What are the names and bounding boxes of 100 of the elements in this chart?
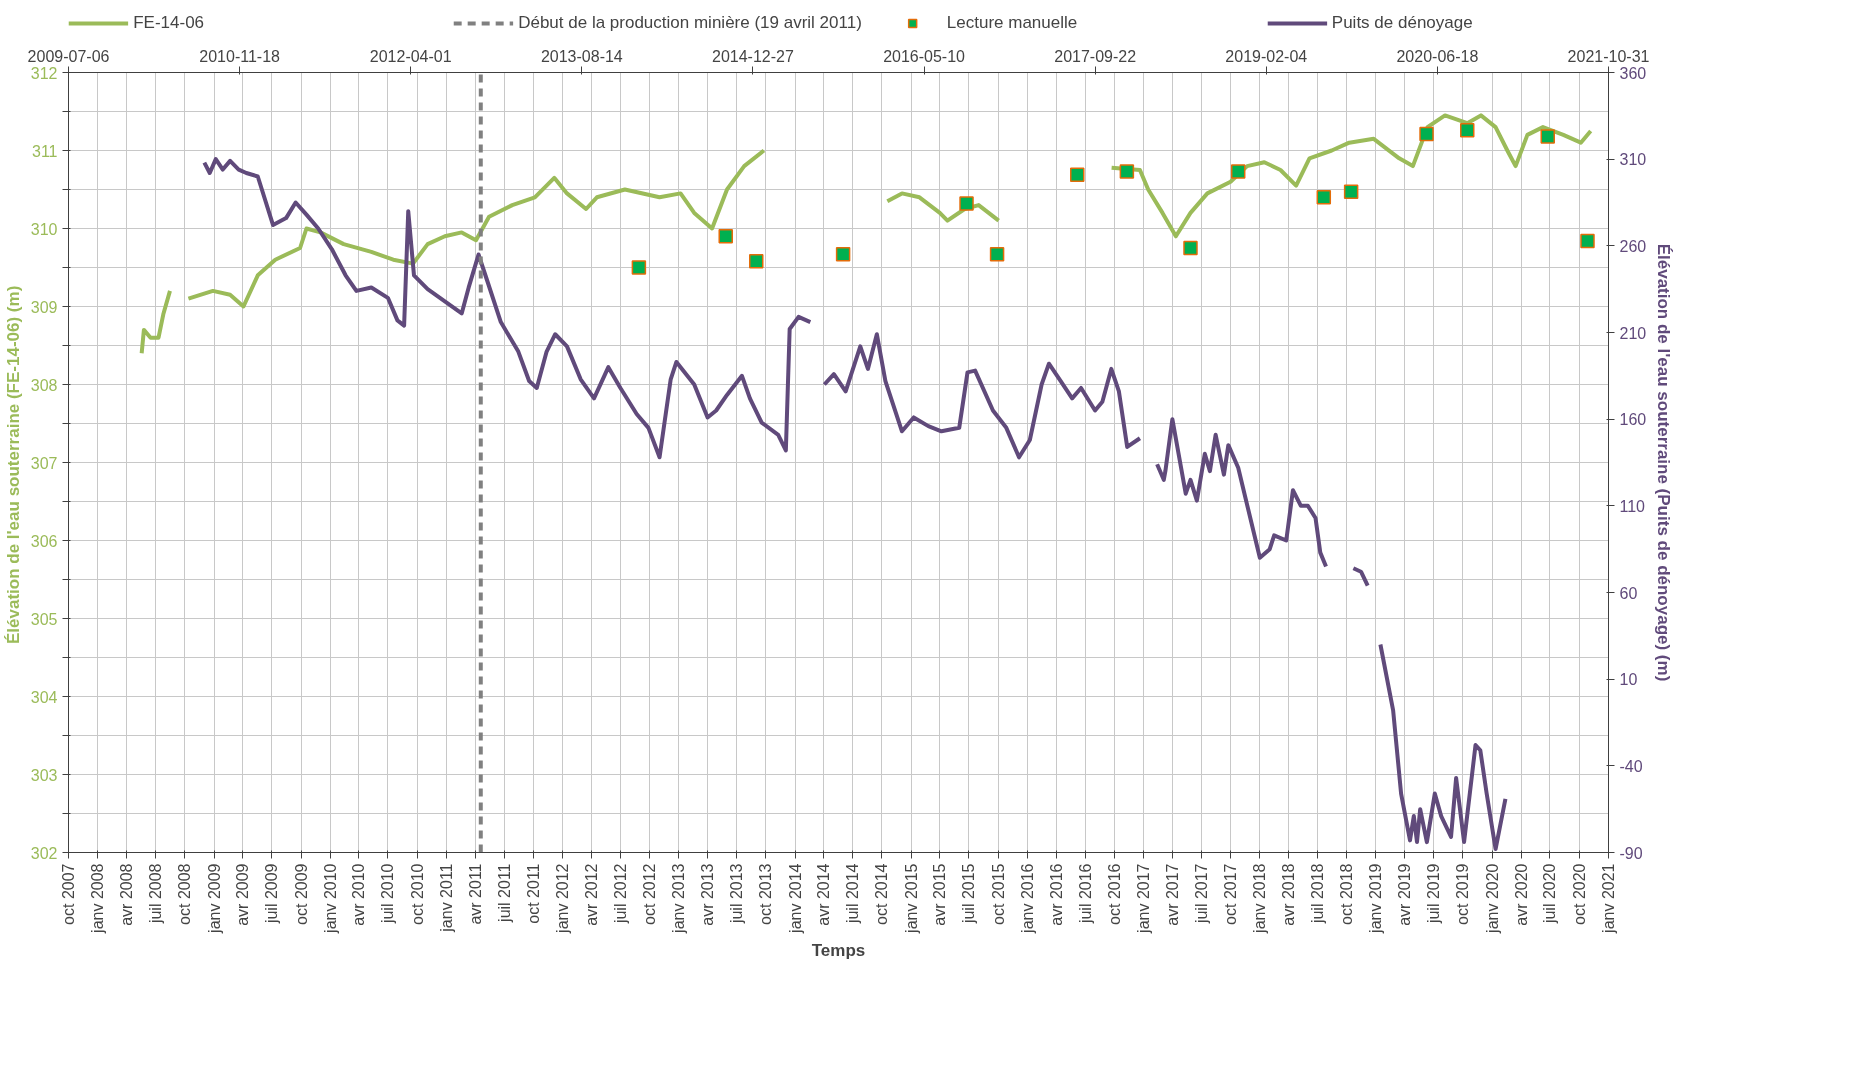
- x-tick-label: oct 2018: [1338, 863, 1356, 925]
- x-tick-label: janv 2014: [786, 863, 804, 934]
- x-tick-label: janv 2021: [1600, 863, 1617, 934]
- x-tick-label: oct 2015: [989, 863, 1007, 925]
- x-tick-label: janv 2018: [1251, 863, 1269, 934]
- x2-tick-label: 2014-12-27: [712, 47, 794, 65]
- y-tick-label: 308: [30, 376, 58, 394]
- x-tick-label: oct 2012: [641, 863, 659, 925]
- y-tick-label: 311: [31, 142, 58, 160]
- y2-tick-label: 260: [1619, 237, 1647, 255]
- x-tick-label: oct 2011: [524, 863, 542, 924]
- x2-tick-label: 2013-08-14: [540, 47, 623, 65]
- x-tick-label: avr 2019: [1396, 863, 1414, 926]
- point: [1119, 164, 1135, 179]
- x-tick-label: avr 2009: [234, 863, 252, 926]
- x-tick-label: avr 2016: [1047, 863, 1065, 926]
- point: [1580, 233, 1595, 249]
- x-tick-label: juil 2017: [1192, 863, 1210, 925]
- x-tick-label: juil 2014: [844, 863, 862, 925]
- x-tick-label: juil 2010: [379, 863, 397, 925]
- y2-tick-label: -90: [1619, 844, 1643, 862]
- x-tick-label: oct 2008: [176, 863, 194, 925]
- y-tick-label: 302: [30, 844, 58, 862]
- x-tick-label: avr 2017: [1163, 863, 1181, 926]
- x2-tick-label: 2021-10-31: [1567, 47, 1650, 65]
- point: [718, 229, 733, 244]
- x-tick-label: oct 2017: [1222, 863, 1240, 925]
- x-tick-label: avr 2011: [466, 863, 484, 925]
- y2-tick-label: 10: [1619, 671, 1638, 689]
- x-tick-label: juil 2013: [728, 863, 746, 925]
- x-tick-label: juil 2019: [1425, 863, 1443, 925]
- x-tick-label: juil 2012: [611, 863, 629, 925]
- x2-tick-label: 2020-06-18: [1396, 47, 1479, 65]
- x-tick-label: avr 2008: [118, 863, 136, 926]
- point: [959, 196, 974, 211]
- y-axis-title: Élévation de l'eau souterraine (FE-14-06) (m): [3, 285, 23, 645]
- y2-axis-title: Élévation de l'eau souterraine (Puits de dénoyage) (m): [1654, 243, 1674, 682]
- point: [1183, 240, 1198, 256]
- x-tick-label: juil 2009: [263, 863, 281, 925]
- x-tick-label: janv 2020: [1483, 863, 1501, 934]
- x-tick-label: oct 2010: [408, 863, 426, 925]
- x-tick-label: janv 2019: [1367, 863, 1385, 934]
- y-tick-label: 309: [30, 298, 58, 316]
- point: [989, 246, 1005, 262]
- y2-tick-label: 360: [1619, 64, 1647, 82]
- y2-tick-label: 160: [1619, 411, 1647, 429]
- point: [1070, 167, 1085, 182]
- y-tick-label: 304: [30, 688, 58, 706]
- x-tick-label: janv 2010: [321, 863, 339, 934]
- point: [749, 254, 764, 269]
- x-tick-label: juil 2011: [495, 863, 513, 923]
- x-tick-label: juil 2020: [1541, 863, 1559, 925]
- x-tick-label: oct 2019: [1454, 863, 1472, 925]
- point: [1343, 184, 1359, 200]
- legend-label: Lecture manuelle: [946, 13, 1079, 33]
- point: [835, 246, 851, 262]
- point: [1316, 190, 1332, 205]
- x-tick-label: avr 2018: [1279, 863, 1297, 926]
- x-tick-label: juil 2016: [1076, 863, 1094, 925]
- x-tick-label: oct 2020: [1570, 863, 1588, 925]
- x2-tick-label: 2012-04-01: [369, 47, 452, 65]
- x-tick-label: janv 2008: [89, 863, 107, 934]
- legend-label: Puits de dénoyage: [1331, 13, 1474, 33]
- x-tick-label: oct 2007: [60, 863, 77, 925]
- x2-tick-label: 2009-07-06: [27, 47, 110, 65]
- x-tick-label: avr 2010: [350, 863, 368, 926]
- y2-tick-label: -40: [1619, 757, 1643, 775]
- x2-tick-label: 2017-09-22: [1054, 47, 1137, 65]
- x-tick-label: avr 2015: [931, 863, 949, 926]
- x2-tick-label: 2016-05-10: [883, 47, 966, 65]
- x-tick-label: juil 2018: [1308, 863, 1326, 925]
- x-tick-label: janv 2011: [437, 863, 455, 933]
- y-tick-label: 303: [30, 766, 58, 784]
- point: [1419, 126, 1434, 142]
- x-tick-label: janv 2015: [902, 863, 920, 934]
- point: [1230, 164, 1246, 179]
- y-tick-label: 306: [30, 532, 58, 550]
- x-tick-label: avr 2014: [815, 863, 833, 926]
- x2-tick-label: 2010-11-18: [199, 47, 281, 65]
- x-tick-label: oct 2009: [292, 863, 310, 925]
- y-tick-label: 310: [30, 220, 58, 238]
- x-tick-label: avr 2020: [1512, 863, 1530, 926]
- y2-tick-label: 310: [1619, 151, 1647, 169]
- legend-label: Début de la production minière (19 avril 2011): [518, 13, 862, 33]
- x-tick-label: janv 2013: [670, 863, 688, 934]
- x-axis-title: Temps: [811, 940, 866, 960]
- point: [1460, 122, 1475, 138]
- x-tick-label: juil 2015: [960, 863, 978, 925]
- x-tick-label: janv 2017: [1135, 863, 1153, 934]
- x-tick-label: oct 2013: [757, 863, 775, 925]
- x-tick-label: janv 2009: [205, 863, 223, 934]
- x-tick-label: janv 2012: [554, 863, 572, 934]
- x-tick-label: oct 2014: [873, 863, 891, 925]
- x-tick-label: janv 2016: [1018, 863, 1036, 934]
- point: [631, 260, 647, 275]
- y2-tick-label: 60: [1619, 584, 1638, 602]
- y-tick-label: 305: [30, 610, 58, 628]
- x-tick-label: juil 2008: [147, 863, 165, 925]
- x-tick-label: oct 2016: [1105, 863, 1123, 925]
- y2-tick-label: 210: [1619, 324, 1647, 342]
